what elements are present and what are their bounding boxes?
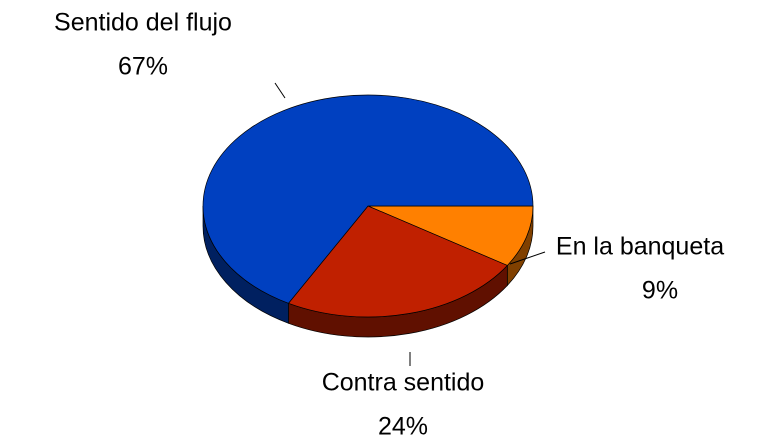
slice-label: Contra sentido — [322, 369, 485, 397]
slice-label: En la banqueta — [556, 233, 724, 261]
slice-label: Sentido del flujo — [54, 9, 232, 37]
pie-slice — [287, 205, 508, 318]
leader-line — [509, 251, 546, 265]
slice-value-label: 9% — [642, 277, 678, 305]
slice-value-label: 67% — [118, 53, 168, 81]
pie-slice — [367, 205, 534, 266]
pie-slice — [202, 94, 534, 304]
slice-value-label: 24% — [378, 413, 428, 441]
leader-line — [274, 82, 286, 99]
